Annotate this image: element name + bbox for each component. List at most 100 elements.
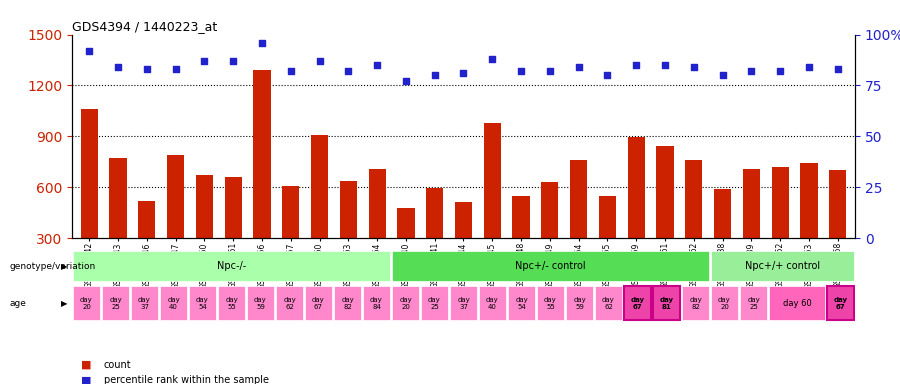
FancyBboxPatch shape bbox=[827, 286, 853, 320]
Point bbox=[197, 58, 211, 64]
Bar bbox=[829, 170, 846, 289]
Bar bbox=[254, 70, 271, 289]
Text: day
67: day 67 bbox=[833, 297, 848, 310]
Bar bbox=[742, 169, 760, 289]
Point bbox=[226, 58, 240, 64]
Point bbox=[111, 64, 125, 70]
Text: day
59: day 59 bbox=[573, 297, 586, 310]
FancyBboxPatch shape bbox=[305, 286, 331, 320]
Bar bbox=[339, 181, 357, 289]
Bar bbox=[800, 164, 817, 289]
Text: ■: ■ bbox=[81, 375, 92, 384]
Point bbox=[572, 64, 586, 70]
FancyBboxPatch shape bbox=[480, 286, 506, 320]
FancyBboxPatch shape bbox=[103, 286, 129, 320]
Bar bbox=[225, 177, 242, 289]
Text: day
40: day 40 bbox=[167, 297, 180, 310]
FancyBboxPatch shape bbox=[131, 286, 158, 320]
Point bbox=[773, 68, 788, 74]
Bar bbox=[483, 123, 501, 289]
Bar bbox=[685, 160, 702, 289]
Point bbox=[284, 68, 298, 74]
FancyBboxPatch shape bbox=[566, 286, 592, 320]
Bar bbox=[397, 209, 415, 289]
Bar bbox=[714, 189, 731, 289]
FancyBboxPatch shape bbox=[770, 286, 824, 320]
Point bbox=[600, 72, 615, 78]
Text: day
82: day 82 bbox=[689, 297, 702, 310]
Text: day
25: day 25 bbox=[428, 297, 441, 310]
Bar bbox=[627, 137, 645, 289]
FancyBboxPatch shape bbox=[712, 286, 737, 320]
Text: day
40: day 40 bbox=[486, 297, 499, 310]
Text: day
20: day 20 bbox=[718, 297, 731, 310]
Bar bbox=[110, 158, 127, 289]
Text: day
25: day 25 bbox=[747, 297, 760, 310]
Text: day
62: day 62 bbox=[284, 297, 296, 310]
Text: day
55: day 55 bbox=[544, 297, 557, 310]
Bar bbox=[196, 175, 213, 289]
Point bbox=[629, 62, 643, 68]
Text: age: age bbox=[9, 299, 26, 308]
Bar bbox=[139, 201, 156, 289]
Text: day
67: day 67 bbox=[312, 297, 325, 310]
Text: day 60: day 60 bbox=[783, 299, 812, 308]
Text: day
37: day 37 bbox=[457, 297, 470, 310]
Text: day
59: day 59 bbox=[254, 297, 267, 310]
Text: day
55: day 55 bbox=[225, 297, 238, 310]
FancyBboxPatch shape bbox=[741, 286, 767, 320]
FancyBboxPatch shape bbox=[276, 286, 302, 320]
FancyBboxPatch shape bbox=[248, 286, 274, 320]
Text: Npc+/+ control: Npc+/+ control bbox=[745, 261, 820, 271]
Bar bbox=[282, 185, 300, 289]
Bar bbox=[167, 155, 184, 289]
Text: day
25: day 25 bbox=[109, 297, 122, 310]
Point bbox=[82, 48, 96, 54]
Text: ▶: ▶ bbox=[61, 299, 68, 308]
Text: ▶: ▶ bbox=[61, 262, 68, 271]
Text: Npc-/-: Npc-/- bbox=[217, 261, 246, 271]
Bar bbox=[310, 136, 328, 289]
FancyBboxPatch shape bbox=[189, 286, 216, 320]
Text: count: count bbox=[104, 360, 131, 370]
Point bbox=[370, 62, 384, 68]
Text: day
20: day 20 bbox=[80, 297, 93, 310]
Point bbox=[255, 40, 269, 46]
Point bbox=[831, 66, 845, 72]
FancyBboxPatch shape bbox=[508, 286, 535, 320]
Bar bbox=[541, 182, 559, 289]
Point bbox=[341, 68, 356, 74]
Text: day
67: day 67 bbox=[630, 297, 644, 310]
Point bbox=[456, 70, 471, 76]
FancyBboxPatch shape bbox=[421, 286, 447, 320]
Text: ■: ■ bbox=[81, 360, 92, 370]
Point bbox=[140, 66, 154, 72]
FancyBboxPatch shape bbox=[364, 286, 390, 320]
Point bbox=[485, 56, 500, 62]
FancyBboxPatch shape bbox=[74, 286, 100, 320]
FancyBboxPatch shape bbox=[653, 286, 680, 320]
Point bbox=[312, 58, 327, 64]
Bar bbox=[512, 196, 530, 289]
Bar bbox=[570, 160, 588, 289]
FancyBboxPatch shape bbox=[537, 286, 563, 320]
FancyBboxPatch shape bbox=[682, 286, 708, 320]
Text: day
54: day 54 bbox=[515, 297, 528, 310]
Text: Npc+/- control: Npc+/- control bbox=[515, 261, 586, 271]
Bar bbox=[368, 169, 386, 289]
FancyBboxPatch shape bbox=[392, 251, 708, 281]
Text: day
82: day 82 bbox=[341, 297, 354, 310]
FancyBboxPatch shape bbox=[596, 286, 622, 320]
Point bbox=[543, 68, 557, 74]
Point bbox=[716, 72, 730, 78]
FancyBboxPatch shape bbox=[392, 286, 418, 320]
Text: day
20: day 20 bbox=[399, 297, 412, 310]
Point bbox=[514, 68, 528, 74]
FancyBboxPatch shape bbox=[712, 251, 853, 281]
FancyBboxPatch shape bbox=[160, 286, 186, 320]
FancyBboxPatch shape bbox=[451, 286, 477, 320]
Text: GDS4394 / 1440223_at: GDS4394 / 1440223_at bbox=[72, 20, 217, 33]
Point bbox=[744, 68, 759, 74]
FancyBboxPatch shape bbox=[335, 286, 361, 320]
Point bbox=[802, 64, 816, 70]
